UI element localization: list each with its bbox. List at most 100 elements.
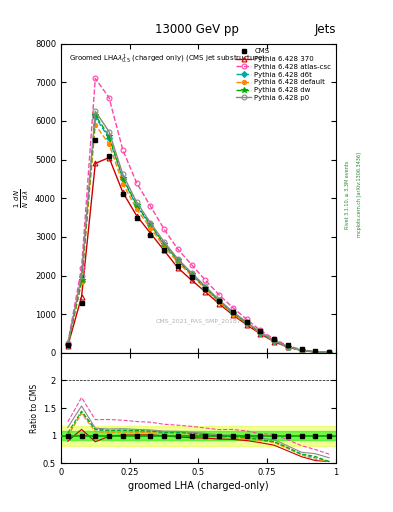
Text: Rivet 3.1.10, ≥ 3.3M events: Rivet 3.1.10, ≥ 3.3M events (345, 160, 350, 229)
Pythia 6.428 370 (313, 349, 318, 355)
Pythia 6.428 370 (230, 312, 235, 318)
Line: Pythia 6.428 370: Pythia 6.428 370 (65, 155, 332, 355)
Pythia 6.428 default (258, 330, 263, 336)
Pythia 6.428 370 (134, 212, 139, 219)
Pythia 6.428 d6t (217, 298, 222, 305)
Y-axis label: Ratio to CMS: Ratio to CMS (30, 383, 39, 433)
Pythia 6.428 default (93, 122, 97, 128)
Pythia 6.428 p0 (203, 283, 208, 289)
X-axis label: groomed LHA (charged-only): groomed LHA (charged-only) (128, 481, 269, 492)
Pythia 6.428 p0 (148, 220, 152, 226)
Pythia 6.428 dw (299, 347, 304, 353)
Pythia 6.428 d6t (258, 330, 263, 336)
CMS (79, 300, 84, 306)
Pythia 6.428 p0 (230, 309, 235, 315)
CMS (175, 263, 180, 269)
Pythia 6.428 d6t (79, 278, 84, 284)
Pythia 6.428 atlas-csc (217, 292, 222, 298)
Pythia 6.428 d6t (120, 176, 125, 182)
CMS (107, 153, 112, 159)
Pythia 6.428 370 (148, 230, 152, 236)
Pythia 6.428 dw (244, 319, 249, 326)
Pythia 6.428 p0 (313, 349, 318, 355)
Pythia 6.428 dw (217, 298, 222, 304)
Pythia 6.428 d6t (230, 310, 235, 316)
Pythia 6.428 default (285, 344, 290, 350)
Pythia 6.428 d6t (93, 114, 97, 120)
Pythia 6.428 p0 (272, 337, 277, 344)
Pythia 6.428 p0 (189, 270, 194, 276)
Legend: CMS, Pythia 6.428 370, Pythia 6.428 atlas-csc, Pythia 6.428 d6t, Pythia 6.428 de: CMS, Pythia 6.428 370, Pythia 6.428 atla… (235, 47, 332, 102)
Pythia 6.428 p0 (65, 341, 70, 347)
CMS (162, 247, 167, 253)
Pythia 6.428 370 (189, 277, 194, 283)
Pythia 6.428 p0 (258, 329, 263, 335)
Pythia 6.428 dw (107, 133, 112, 139)
Pythia 6.428 default (272, 338, 277, 344)
Pythia 6.428 370 (258, 331, 263, 337)
Pythia 6.428 dw (258, 330, 263, 336)
Line: Pythia 6.428 atlas-csc: Pythia 6.428 atlas-csc (65, 76, 332, 355)
Bar (61, 431, 336, 440)
Pythia 6.428 default (107, 141, 112, 147)
Pythia 6.428 dw (203, 285, 208, 291)
Pythia 6.428 default (79, 280, 84, 286)
Pythia 6.428 p0 (175, 256, 180, 262)
Pythia 6.428 atlas-csc (299, 347, 304, 353)
CMS (217, 297, 222, 304)
Line: CMS: CMS (65, 138, 332, 355)
Pythia 6.428 d6t (272, 338, 277, 344)
Pythia 6.428 370 (120, 189, 125, 196)
CMS (244, 319, 249, 325)
Pythia 6.428 p0 (217, 297, 222, 303)
Pythia 6.428 370 (272, 338, 277, 345)
Pythia 6.428 default (313, 349, 318, 355)
Pythia 6.428 atlas-csc (93, 75, 97, 81)
Pythia 6.428 p0 (285, 344, 290, 350)
Pythia 6.428 370 (65, 343, 70, 349)
Pythia 6.428 default (203, 286, 208, 292)
Pythia 6.428 default (189, 272, 194, 279)
Pythia 6.428 default (162, 244, 167, 250)
Pythia 6.428 atlas-csc (148, 203, 152, 209)
Bar (61, 426, 336, 445)
Pythia 6.428 atlas-csc (79, 265, 84, 271)
CMS (93, 137, 97, 143)
Pythia 6.428 default (230, 311, 235, 317)
CMS (313, 348, 318, 354)
Pythia 6.428 atlas-csc (285, 343, 290, 349)
Pythia 6.428 default (244, 321, 249, 327)
Pythia 6.428 370 (327, 350, 332, 356)
Pythia 6.428 atlas-csc (258, 327, 263, 333)
Pythia 6.428 atlas-csc (175, 246, 180, 252)
Line: Pythia 6.428 p0: Pythia 6.428 p0 (65, 109, 332, 355)
Pythia 6.428 d6t (299, 347, 304, 353)
Pythia 6.428 d6t (313, 349, 318, 355)
Pythia 6.428 dw (93, 112, 97, 118)
CMS (327, 349, 332, 355)
Pythia 6.428 370 (244, 322, 249, 328)
Text: CMS_2021_PAS_SMP_20187: CMS_2021_PAS_SMP_20187 (156, 318, 241, 324)
Pythia 6.428 d6t (162, 242, 167, 248)
Pythia 6.428 default (120, 180, 125, 186)
Pythia 6.428 default (148, 225, 152, 231)
Pythia 6.428 default (134, 206, 139, 212)
Pythia 6.428 atlas-csc (272, 336, 277, 342)
Pythia 6.428 370 (299, 348, 304, 354)
Pythia 6.428 atlas-csc (65, 340, 70, 346)
CMS (134, 215, 139, 221)
Pythia 6.428 p0 (120, 171, 125, 177)
Pythia 6.428 370 (79, 294, 84, 300)
Pythia 6.428 dw (134, 202, 139, 208)
Pythia 6.428 atlas-csc (327, 349, 332, 355)
CMS (148, 232, 152, 238)
Pythia 6.428 default (65, 342, 70, 348)
Pythia 6.428 d6t (134, 203, 139, 209)
Text: mcplots.cern.ch [arXiv:1306.3436]: mcplots.cern.ch [arXiv:1306.3436] (357, 152, 362, 237)
Line: Pythia 6.428 default: Pythia 6.428 default (66, 123, 331, 355)
Pythia 6.428 atlas-csc (244, 316, 249, 323)
Pythia 6.428 atlas-csc (313, 349, 318, 355)
Pythia 6.428 d6t (285, 344, 290, 350)
Pythia 6.428 dw (120, 175, 125, 181)
Pythia 6.428 d6t (327, 350, 332, 356)
